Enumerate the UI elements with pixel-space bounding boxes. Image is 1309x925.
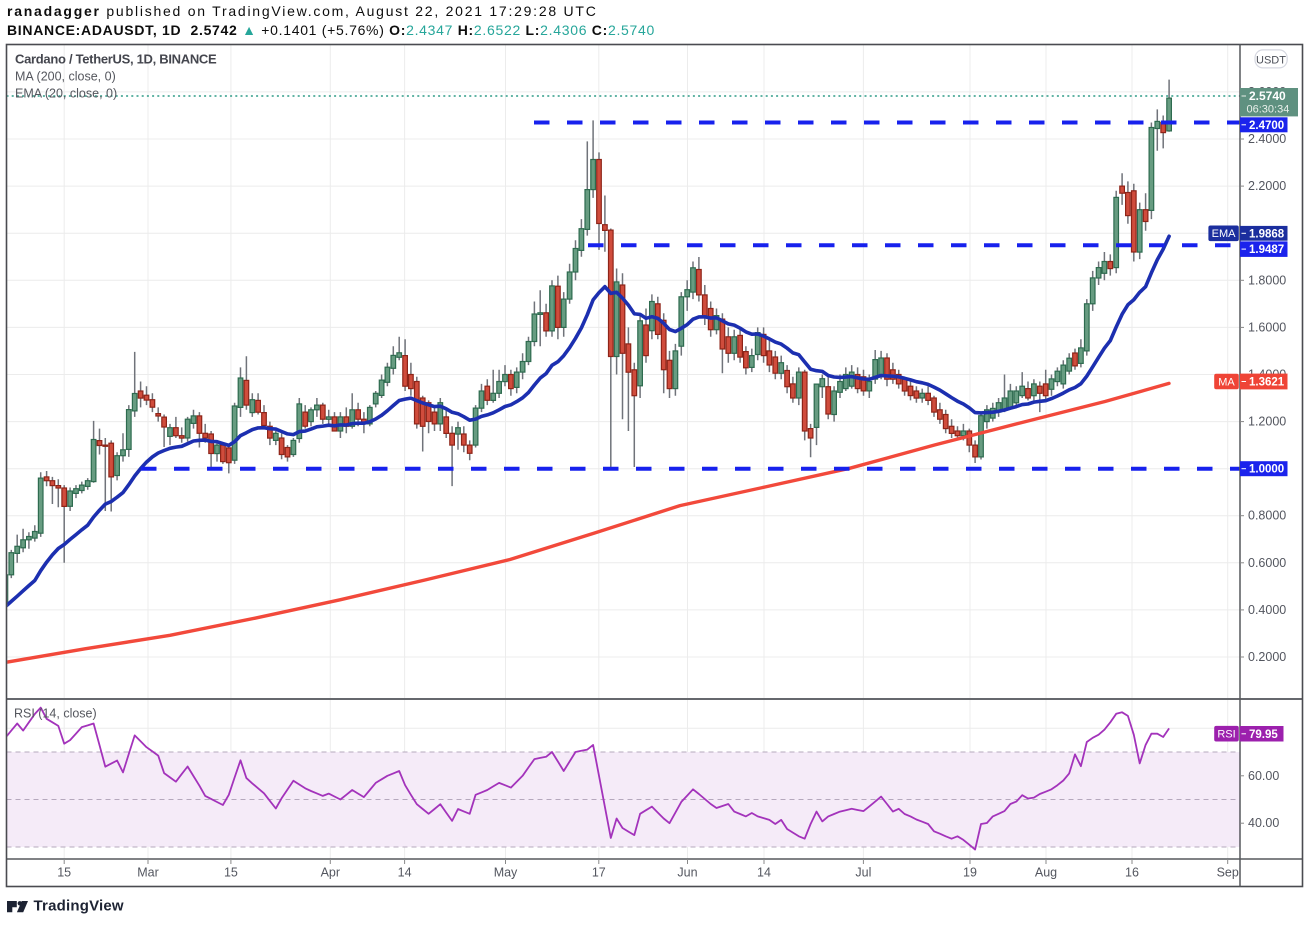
svg-text:1.8000: 1.8000 — [1248, 273, 1286, 287]
svg-text:USDT: USDT — [1256, 55, 1286, 67]
svg-text:15: 15 — [57, 866, 71, 880]
svg-text:40.00: 40.00 — [1248, 816, 1279, 830]
svg-text:Jul: Jul — [855, 866, 871, 880]
svg-text:1.9868: 1.9868 — [1249, 228, 1285, 240]
svg-text:EMA (20, close, 0): EMA (20, close, 0) — [15, 87, 117, 101]
svg-text:Apr: Apr — [321, 866, 340, 880]
svg-text:MA: MA — [1218, 376, 1235, 388]
svg-text:1.3621: 1.3621 — [1249, 377, 1285, 389]
svg-text:15: 15 — [224, 866, 238, 880]
svg-text:1.9487: 1.9487 — [1249, 244, 1284, 256]
svg-text:79.95: 79.95 — [1249, 729, 1278, 741]
svg-text:2.2000: 2.2000 — [1248, 179, 1286, 193]
svg-text:0.4000: 0.4000 — [1248, 603, 1286, 617]
svg-text:14: 14 — [757, 866, 771, 880]
svg-text:14: 14 — [398, 866, 412, 880]
svg-text:1.0000: 1.0000 — [1249, 464, 1284, 476]
svg-text:16: 16 — [1125, 866, 1139, 880]
svg-text:06:30:34: 06:30:34 — [1247, 103, 1290, 115]
svg-text:19: 19 — [963, 866, 977, 880]
svg-text:0.8000: 0.8000 — [1248, 509, 1286, 523]
svg-text:RSI (14, close): RSI (14, close) — [14, 707, 97, 721]
svg-text:Aug: Aug — [1035, 866, 1057, 880]
svg-text:May: May — [494, 866, 518, 880]
svg-text:Cardano / TetherUS, 1D, BINANC: Cardano / TetherUS, 1D, BINANCE — [15, 52, 217, 67]
svg-text:TradingView: TradingView — [34, 898, 124, 915]
svg-text:1.2000: 1.2000 — [1248, 415, 1286, 429]
svg-text:2.4700: 2.4700 — [1249, 120, 1284, 132]
svg-text:2.5740: 2.5740 — [1249, 89, 1286, 103]
svg-text:60.00: 60.00 — [1248, 769, 1279, 783]
svg-text:EMA: EMA — [1212, 228, 1237, 240]
svg-text:0.2000: 0.2000 — [1248, 650, 1286, 664]
svg-text:Mar: Mar — [137, 866, 159, 880]
svg-text:MA (200, close, 0): MA (200, close, 0) — [15, 70, 116, 84]
svg-text:Jun: Jun — [677, 866, 697, 880]
svg-text:2.4000: 2.4000 — [1248, 132, 1286, 146]
svg-text:0.6000: 0.6000 — [1248, 556, 1286, 570]
svg-text:1.6000: 1.6000 — [1248, 320, 1286, 334]
svg-text:Sep: Sep — [1217, 866, 1239, 880]
svg-text:17: 17 — [592, 866, 606, 880]
svg-text:RSI: RSI — [1217, 729, 1235, 741]
